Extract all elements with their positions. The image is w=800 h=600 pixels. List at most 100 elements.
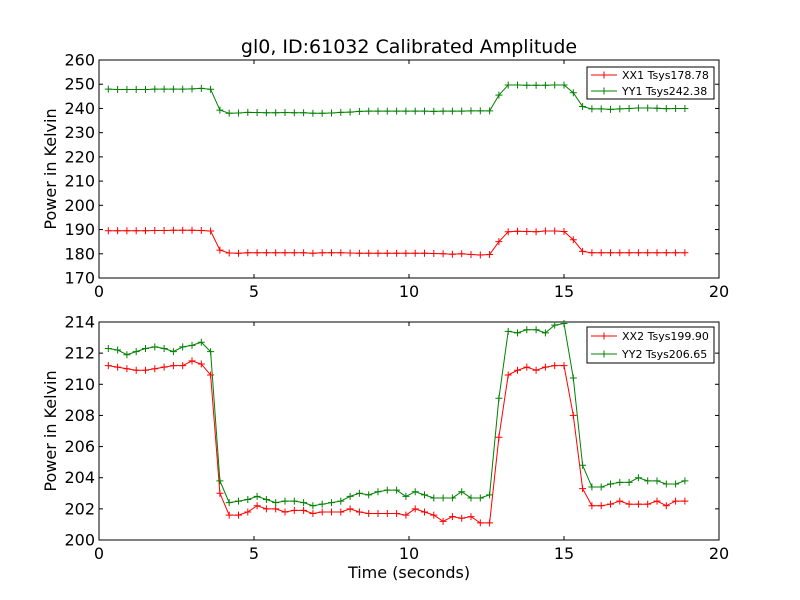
series-2 [104,320,689,510]
legend-entry-label: XX2 Tsys199.90 [622,330,709,343]
data-point [309,109,317,117]
x-tick-label: 15 [554,544,574,563]
data-point [476,107,484,115]
data-point [551,227,559,235]
data-point [262,505,270,513]
y-tick-label: 206 [64,437,95,456]
data-point [430,511,438,519]
data-point [328,249,335,257]
data-point [569,374,577,382]
data-point [588,105,596,113]
series-2 [104,81,689,117]
y-axis-label: Power in Kelvin [41,108,60,229]
data-point [346,492,354,500]
legend-entry-label: YY2 Tsys206.65 [621,348,707,361]
data-point [411,249,419,257]
data-point [402,492,410,500]
data-point [300,249,308,257]
data-point [616,478,624,486]
data-point [653,104,661,112]
data-point [216,477,224,485]
data-point [197,360,205,368]
data-point [662,249,670,257]
data-point [179,85,187,93]
x-tick-label: 20 [709,282,729,301]
y-tick-label: 210 [64,375,95,394]
legend-frame [586,66,715,100]
data-point [383,107,391,115]
legend-swatch-marker [600,332,608,340]
data-point [300,499,308,507]
data-point [644,104,652,112]
data-point [672,249,680,257]
series-1 [104,357,689,527]
data-point [467,494,475,502]
data-point [365,107,373,115]
data-point [355,489,363,497]
data-point [244,496,252,504]
data-point [579,103,587,111]
data-point [383,249,391,257]
data-point [421,491,428,499]
data-point [579,461,587,469]
data-point [569,236,577,244]
data-point [476,251,484,259]
data-point [634,104,642,112]
data-point [262,249,270,257]
data-point [514,81,521,89]
x-tick-label: 5 [249,544,259,563]
data-point [662,480,670,488]
data-point [411,488,419,496]
data-point [160,227,168,235]
y-tick-label: 200 [64,196,95,215]
y-tick-label: 190 [64,220,95,239]
data-point [616,497,624,505]
data-point [560,227,568,235]
data-point [160,85,168,93]
y-tick-label: 212 [64,344,95,363]
data-point [681,497,689,505]
data-point [151,227,159,235]
data-point [281,497,289,505]
data-point [439,517,447,525]
data-point [197,84,205,92]
data-point [644,249,652,257]
data-point [514,227,521,235]
data-point [448,250,456,258]
data-point [151,365,159,373]
data-point [253,249,261,257]
data-point [634,249,642,257]
legend-swatch-marker [600,350,608,358]
data-point [197,338,205,346]
data-point [272,109,280,117]
y-tick-label: 180 [64,244,95,263]
data-point [579,485,587,493]
data-point [197,227,205,235]
data-point [597,483,605,491]
x-tick-label: 10 [399,282,419,301]
x-tick-label: 0 [94,282,104,301]
data-point [486,107,494,115]
data-point [290,506,298,514]
subplot-top: gl0, ID:61032 Calibrated Amplitude 0 5 10 15… [41,36,729,301]
data-point [597,502,605,510]
y-tick-label: 250 [64,75,95,94]
data-point [541,329,549,337]
y-tick-label: 208 [64,406,95,425]
data-point [467,251,475,259]
data-point [662,502,670,510]
data-point [439,107,447,115]
data-point [476,494,484,502]
data-point [169,85,177,93]
data-point [625,249,633,257]
data-point [207,85,215,93]
data-point [207,371,215,379]
data-point [579,247,587,255]
data-point [588,483,596,491]
data-point [318,249,326,257]
data-point [607,105,614,113]
data-point [104,227,112,235]
data-point [188,357,196,365]
data-point [486,491,494,499]
